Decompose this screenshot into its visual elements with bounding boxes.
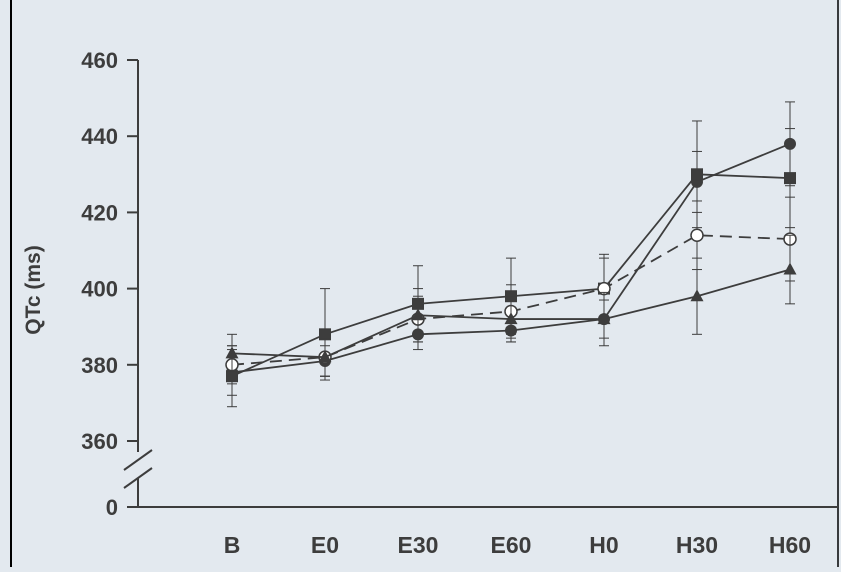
y-tick-label: 440 <box>81 124 118 149</box>
x-tick-label: E60 <box>491 532 532 558</box>
axis-break-mark-upper <box>123 449 153 471</box>
y-axis-label: QTc (ms) <box>22 245 45 334</box>
x-tick-label: E30 <box>398 532 439 558</box>
x-tick-label: E0 <box>311 532 339 558</box>
data-point <box>783 262 797 275</box>
data-point <box>225 346 239 359</box>
y-tick-label: 420 <box>81 200 118 225</box>
series-square-filled <box>226 120 796 408</box>
data-point <box>690 228 704 243</box>
x-tick-label: H30 <box>676 532 718 558</box>
data-point <box>597 312 611 325</box>
data-point <box>504 312 518 325</box>
y-tick-label: 360 <box>81 429 118 454</box>
y-tick-label: 460 <box>81 48 118 73</box>
data-point <box>319 328 331 341</box>
axes <box>123 60 838 508</box>
data-point <box>691 168 703 181</box>
series-group <box>225 101 797 408</box>
y-tick-label: 0 <box>106 495 118 520</box>
series-circle-filled <box>226 101 796 396</box>
data-point <box>690 289 704 302</box>
y-tick-label: 380 <box>81 353 118 378</box>
x-tick-group: B E0 E30 E60 H0 H30 H60 <box>224 532 811 558</box>
x-tick-label: H60 <box>769 532 811 558</box>
data-point <box>411 308 425 321</box>
y-tick-group: 360 380 400 420 440 460 0 <box>81 48 138 520</box>
y-tick-label: 400 <box>81 277 118 302</box>
data-point <box>784 172 796 185</box>
axis-break-mark-lower <box>123 467 153 489</box>
data-point <box>318 350 332 363</box>
series-triangle-filled <box>225 234 797 377</box>
x-tick-label: H0 <box>589 532 618 558</box>
x-tick-label: B <box>224 532 241 558</box>
